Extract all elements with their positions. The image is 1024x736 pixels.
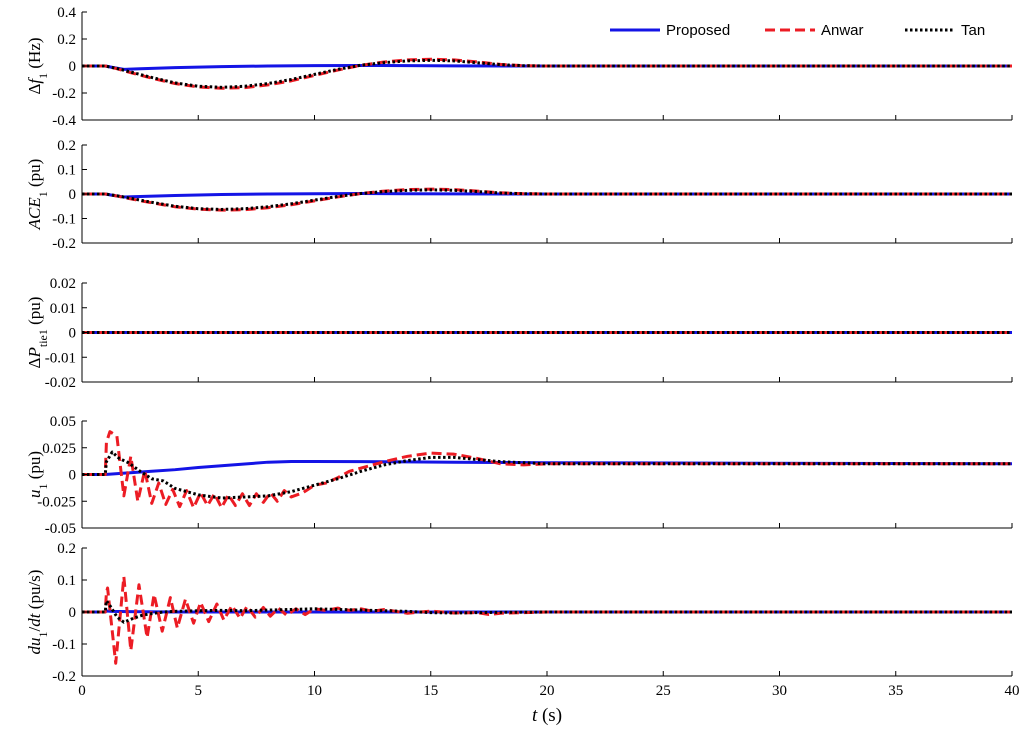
series-line-anwar xyxy=(82,187,1012,212)
legend-item-anwar: Anwar xyxy=(765,22,864,39)
y-tick-label: 0.05 xyxy=(50,414,76,430)
series-line-anwar xyxy=(82,575,1012,665)
y-tick-label: -0.1 xyxy=(52,212,76,228)
legend-label: Anwar xyxy=(821,22,864,39)
x-tick-label: 40 xyxy=(1005,683,1020,699)
series-line-tan xyxy=(82,450,1012,500)
y-tick-label: 0.025 xyxy=(42,441,76,457)
x-label-var: t xyxy=(532,705,538,726)
series-line-tan xyxy=(82,58,1012,89)
y-tick-label: 0.4 xyxy=(57,5,76,21)
y-tick-label: 0.1 xyxy=(57,163,76,179)
series-group xyxy=(82,187,1012,212)
x-axis: 0 5 10 15 20 25 30 35 40 t (s) xyxy=(78,683,1019,726)
y-tick-label: 0.2 xyxy=(57,138,76,154)
y-label-unit: (pu) xyxy=(25,451,44,484)
series-group xyxy=(82,430,1012,510)
y-tick-label: -0.02 xyxy=(45,375,76,391)
y-tick-label: 0.02 xyxy=(50,276,76,292)
legend-label: Tan xyxy=(961,22,985,39)
x-tick-label: 20 xyxy=(540,683,555,699)
x-tick-label: 25 xyxy=(656,683,671,699)
x-label-unit: (s) xyxy=(537,705,562,726)
y-label-prefix: Δ xyxy=(25,84,44,95)
legend-label: Proposed xyxy=(666,22,730,39)
y-tick-label: 0 xyxy=(69,468,77,484)
y-tick-label: 0.01 xyxy=(50,301,76,317)
y-label-sub: tie1 xyxy=(36,329,50,347)
y-tick-label: 0.2 xyxy=(57,541,76,557)
series-line-anwar xyxy=(82,57,1012,90)
y-label-var: du xyxy=(25,637,44,654)
y-label-unit: / xyxy=(25,626,44,631)
y-tick-label: 0 xyxy=(69,187,77,203)
y-label-var: u xyxy=(25,490,44,499)
y-tick-label: -0.025 xyxy=(37,494,76,510)
y-tick-label: -0.2 xyxy=(52,86,76,102)
series-line-anwar xyxy=(82,430,1012,510)
x-tick-label: 15 xyxy=(423,683,438,699)
legend-item-proposed: Proposed xyxy=(610,22,730,39)
y-label-var2: dt xyxy=(25,612,44,627)
y-label-sub: 1 xyxy=(36,484,50,490)
y-tick-label: 0 xyxy=(69,59,77,75)
y-tick-label: -0.2 xyxy=(52,669,76,685)
series-line-tan xyxy=(82,599,1012,624)
y-tick-label: 0 xyxy=(69,326,77,342)
y-axis-label: Δf1 (Hz) xyxy=(25,37,50,94)
series-line-proposed xyxy=(82,459,1012,476)
y-axis-label: ACE1 (pu) xyxy=(25,159,50,231)
y-label-sub: 1 xyxy=(36,73,50,79)
y-tick-label: 0 xyxy=(69,605,77,621)
y-tick-label: 0.2 xyxy=(57,32,76,48)
series-group xyxy=(82,575,1012,665)
y-axis-label: ΔPtie1 (pu) xyxy=(25,297,50,369)
x-tick-label: 30 xyxy=(772,683,787,699)
y-label-unit2: (pu/s) xyxy=(25,570,44,614)
panel-df1: -0.4 -0.2 0 0.2 0.4 Δf1 (Hz) xyxy=(25,5,1013,129)
panel-u1: -0.05 -0.025 0 0.025 0.05 u1 (pu) xyxy=(25,414,1013,537)
y-tick-label: -0.1 xyxy=(52,637,76,653)
x-tick-label: 0 xyxy=(78,683,86,699)
y-label-prefix: Δ xyxy=(25,357,44,368)
legend: Proposed Anwar Tan xyxy=(610,22,985,39)
x-tick-label: 5 xyxy=(195,683,203,699)
y-axis-label: u1 (pu) xyxy=(25,451,50,498)
y-label-var: ACE xyxy=(25,197,44,231)
y-label-unit: (pu) xyxy=(25,297,44,330)
legend-item-tan: Tan xyxy=(905,22,985,39)
y-tick-label: -0.2 xyxy=(52,236,76,252)
y-tick-label: -0.05 xyxy=(45,521,76,537)
series-group xyxy=(82,57,1012,90)
panel-ace1: -0.2 -0.1 0 0.1 0.2 ACE1 (pu) xyxy=(25,138,1013,252)
x-tick-label: 35 xyxy=(888,683,903,699)
panel-du1dt: -0.2 -0.1 0 0.1 0.2 du1/dt (pu/s) xyxy=(25,541,1013,685)
y-label-sub: 1 xyxy=(36,191,50,197)
y-tick-label: -0.01 xyxy=(45,350,76,366)
y-label-unit: (Hz) xyxy=(25,37,44,72)
y-label-var: P xyxy=(25,347,44,358)
y-label-unit: (pu) xyxy=(25,159,44,192)
y-tick-label: 0.1 xyxy=(57,573,76,589)
y-tick-label: -0.4 xyxy=(52,113,76,129)
y-axis-label: du1/dt (pu/s) xyxy=(25,570,50,655)
x-axis-label: t (s) xyxy=(532,705,562,726)
y-label-var: f xyxy=(25,77,44,84)
y-label-sub: 1 xyxy=(36,631,50,637)
series-line-tan xyxy=(82,188,1012,211)
x-tick-label: 10 xyxy=(307,683,322,699)
